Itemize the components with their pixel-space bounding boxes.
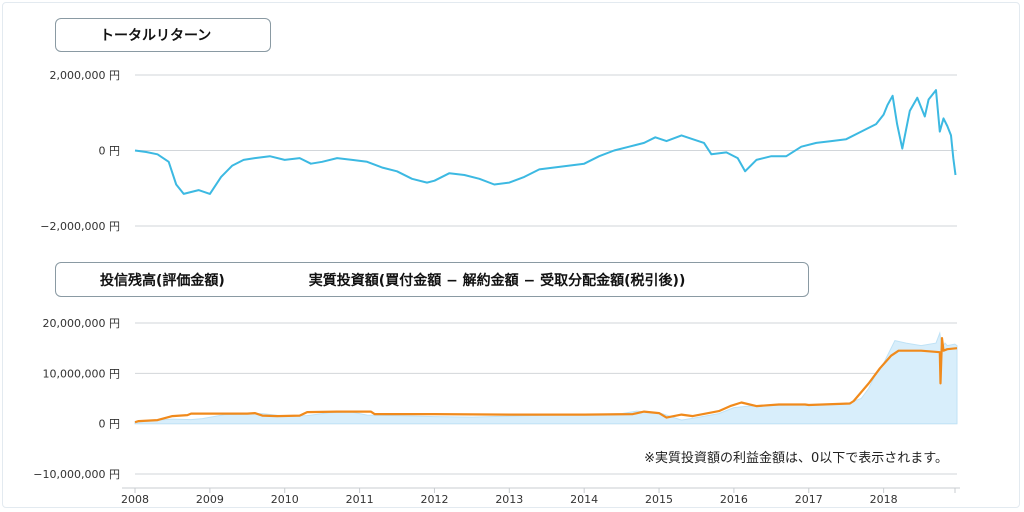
x-tick-label-10: 2018 <box>870 493 898 506</box>
legend-balance-investment: 投信残高(評価金額) 実質投資額(買付金額 − 解約金額 − 受取分配金額(税引… <box>55 262 809 297</box>
x-tick-label-4: 2012 <box>420 493 448 506</box>
total-return-line <box>134 89 957 195</box>
legend-balance-label: 投信残高(評価金額) <box>100 272 225 289</box>
x-tick-label-3: 2011 <box>346 493 374 506</box>
x-tick-label-2: 2010 <box>271 493 299 506</box>
x-tick-label-0: 2008 <box>121 493 149 506</box>
x-tick-label-5: 2013 <box>495 493 523 506</box>
legend-total-return: トータルリターン <box>55 18 271 52</box>
legend-investment-label: 実質投資額(買付金額 − 解約金額 − 受取分配金額(税引後)) <box>308 272 686 289</box>
legend-total-return-label: トータルリターン <box>100 28 212 44</box>
y-tick-label-1-0: 2,000,000 円 <box>50 69 120 82</box>
x-tick-label-1: 2009 <box>196 493 224 506</box>
x-tick-label-6: 2014 <box>570 493 598 506</box>
y-tick-label-1-1: 0 円 <box>99 145 121 158</box>
balance-area <box>134 331 958 425</box>
y-tick-label-1-2: −2,000,000 円 <box>40 220 120 233</box>
x-tick-label-7: 2015 <box>645 493 673 506</box>
y-tick-label-2-0: 20,000,000 円 <box>43 317 120 330</box>
note-text: ※実質投資額の利益金額は、0以下で表示されます。 <box>644 450 948 466</box>
y-tick-label-2-1: 10,000,000 円 <box>43 367 120 380</box>
net-investment-line <box>134 337 958 424</box>
x-tick-label-9: 2017 <box>795 493 823 506</box>
x-tick-label-8: 2016 <box>720 493 748 506</box>
y-tick-label-2-3: −10,000,000 円 <box>33 468 120 481</box>
y-tick-label-2-2: 0 円 <box>99 418 121 431</box>
